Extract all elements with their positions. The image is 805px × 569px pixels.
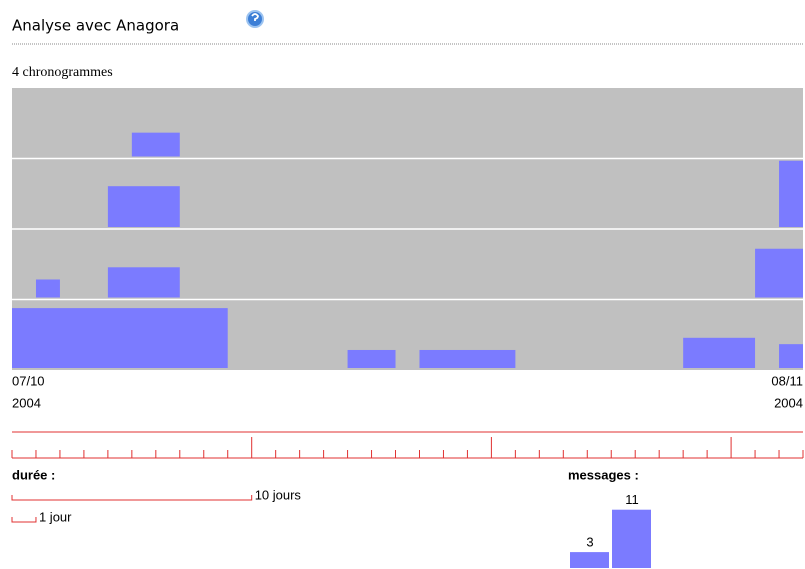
- messages-title: messages :: [568, 467, 639, 482]
- help-glyph[interactable]: [251, 13, 259, 21]
- scale-long-label: 10 jours: [255, 487, 302, 502]
- activity-bar: [779, 344, 803, 368]
- start-date: 07/10: [12, 373, 45, 388]
- scale-title: durée :: [12, 467, 55, 482]
- legend-bar: [570, 552, 609, 568]
- legend-value: 11: [625, 492, 639, 507]
- activity-bar: [107, 186, 180, 227]
- activity-bar: [35, 279, 60, 298]
- page-title: Analyse avec Anagora: [12, 17, 179, 35]
- activity-bar: [779, 160, 803, 227]
- legend-value: 3: [586, 535, 593, 550]
- end-year: 2004: [774, 395, 803, 410]
- activity-bar: [755, 248, 803, 298]
- activity-bar: [347, 349, 396, 368]
- legend-bar: [612, 509, 651, 568]
- scale-short: [11, 517, 37, 523]
- scale-long: [11, 495, 253, 501]
- activity-bar: [12, 308, 228, 368]
- activity-bar: [419, 349, 516, 368]
- activity-bar: [683, 337, 756, 368]
- start-year: 2004: [12, 395, 41, 410]
- end-date: 08/11: [771, 373, 803, 388]
- scale-short-label: 1 jour: [39, 509, 72, 524]
- activity-bar: [131, 132, 180, 157]
- activity-bar: [107, 267, 180, 298]
- summary: 4 chronogrammes: [12, 65, 113, 80]
- help-icon[interactable]: [246, 10, 264, 28]
